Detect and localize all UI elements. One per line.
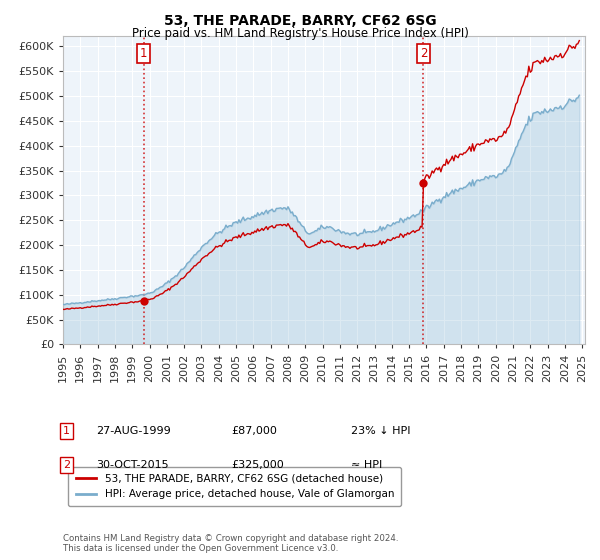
Text: £87,000: £87,000 xyxy=(231,426,277,436)
Text: Contains HM Land Registry data © Crown copyright and database right 2024.
This d: Contains HM Land Registry data © Crown c… xyxy=(63,534,398,553)
Legend: 53, THE PARADE, BARRY, CF62 6SG (detached house), HPI: Average price, detached h: 53, THE PARADE, BARRY, CF62 6SG (detache… xyxy=(68,466,401,506)
Text: £325,000: £325,000 xyxy=(231,460,284,470)
Text: 27-AUG-1999: 27-AUG-1999 xyxy=(96,426,171,436)
Text: 23% ↓ HPI: 23% ↓ HPI xyxy=(351,426,410,436)
Text: 2: 2 xyxy=(419,47,427,60)
Text: ≈ HPI: ≈ HPI xyxy=(351,460,382,470)
Text: 53, THE PARADE, BARRY, CF62 6SG: 53, THE PARADE, BARRY, CF62 6SG xyxy=(164,14,436,28)
Text: 2: 2 xyxy=(63,460,70,470)
Text: 1: 1 xyxy=(63,426,70,436)
Text: Price paid vs. HM Land Registry's House Price Index (HPI): Price paid vs. HM Land Registry's House … xyxy=(131,27,469,40)
Text: 30-OCT-2015: 30-OCT-2015 xyxy=(96,460,169,470)
Text: 1: 1 xyxy=(140,47,147,60)
